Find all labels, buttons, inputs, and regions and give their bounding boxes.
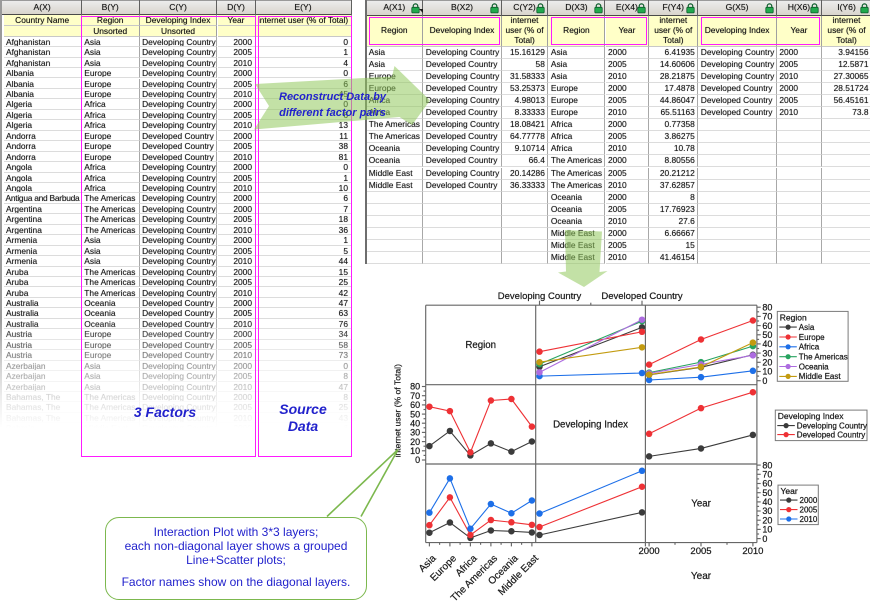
svg-text:0: 0 <box>762 534 767 544</box>
svg-text:Oceania: Oceania <box>799 362 829 371</box>
svg-text:2010: 2010 <box>742 546 763 557</box>
svg-text:50: 50 <box>762 330 772 340</box>
svg-text:10: 10 <box>410 446 420 456</box>
svg-text:60: 60 <box>762 321 772 331</box>
svg-text:Africa: Africa <box>799 343 820 352</box>
svg-text:Developing Country: Developing Country <box>797 422 867 431</box>
svg-text:30: 30 <box>410 428 420 438</box>
svg-text:internet user (% of Total): internet user (% of Total) <box>393 364 403 458</box>
svg-text:Region: Region <box>780 312 807 322</box>
svg-text:Developing Index: Developing Index <box>553 420 628 431</box>
svg-text:40: 40 <box>410 418 420 428</box>
svg-text:10: 10 <box>762 367 772 377</box>
svg-text:Developed Country: Developed Country <box>797 431 865 440</box>
svg-text:2000: 2000 <box>800 496 818 505</box>
svg-text:60: 60 <box>762 479 772 489</box>
svg-text:Developing Country: Developing Country <box>498 291 582 302</box>
svg-text:30: 30 <box>762 506 772 516</box>
svg-text:Europe: Europe <box>799 333 825 342</box>
svg-text:80: 80 <box>410 382 420 392</box>
svg-text:70: 70 <box>762 470 772 480</box>
svg-text:10: 10 <box>762 525 772 535</box>
svg-text:50: 50 <box>762 488 772 498</box>
svg-text:Middle East: Middle East <box>799 372 842 381</box>
svg-text:70: 70 <box>410 391 420 401</box>
svg-text:30: 30 <box>762 348 772 358</box>
svg-text:Region: Region <box>465 340 496 351</box>
svg-text:70: 70 <box>762 312 772 322</box>
svg-text:60: 60 <box>410 400 420 410</box>
svg-text:20: 20 <box>410 437 420 447</box>
svg-text:2010: 2010 <box>800 515 818 524</box>
svg-text:40: 40 <box>762 339 772 349</box>
svg-text:Year: Year <box>781 486 798 496</box>
svg-text:80: 80 <box>762 302 772 312</box>
svg-text:0: 0 <box>415 455 420 465</box>
svg-text:2005: 2005 <box>800 506 818 515</box>
svg-text:Year: Year <box>691 571 712 582</box>
svg-text:80: 80 <box>762 460 772 470</box>
svg-text:0: 0 <box>762 376 767 386</box>
svg-text:The Americas: The Americas <box>799 353 848 362</box>
svg-text:Year: Year <box>691 499 711 510</box>
svg-text:20: 20 <box>762 358 772 368</box>
svg-text:50: 50 <box>410 409 420 419</box>
svg-text:Developing Index: Developing Index <box>778 411 844 421</box>
svg-text:40: 40 <box>762 497 772 507</box>
svg-text:Developed Country: Developed Country <box>601 291 683 302</box>
svg-text:2000: 2000 <box>639 546 660 557</box>
svg-text:20: 20 <box>762 515 772 525</box>
svg-text:Asia: Asia <box>799 323 815 332</box>
svg-text:2005: 2005 <box>690 546 711 557</box>
